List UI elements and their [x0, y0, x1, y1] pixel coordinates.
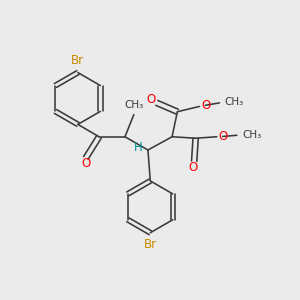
- Text: O: O: [146, 93, 155, 106]
- Text: CH₃: CH₃: [242, 130, 261, 140]
- Text: H: H: [134, 141, 143, 154]
- Text: Br: Br: [144, 238, 157, 251]
- Text: CH₃: CH₃: [225, 97, 244, 107]
- Text: O: O: [201, 99, 210, 112]
- Text: CH₃: CH₃: [124, 100, 143, 110]
- Text: Br: Br: [71, 54, 84, 67]
- Text: O: O: [188, 160, 197, 174]
- Text: O: O: [218, 130, 228, 143]
- Text: O: O: [81, 157, 90, 170]
